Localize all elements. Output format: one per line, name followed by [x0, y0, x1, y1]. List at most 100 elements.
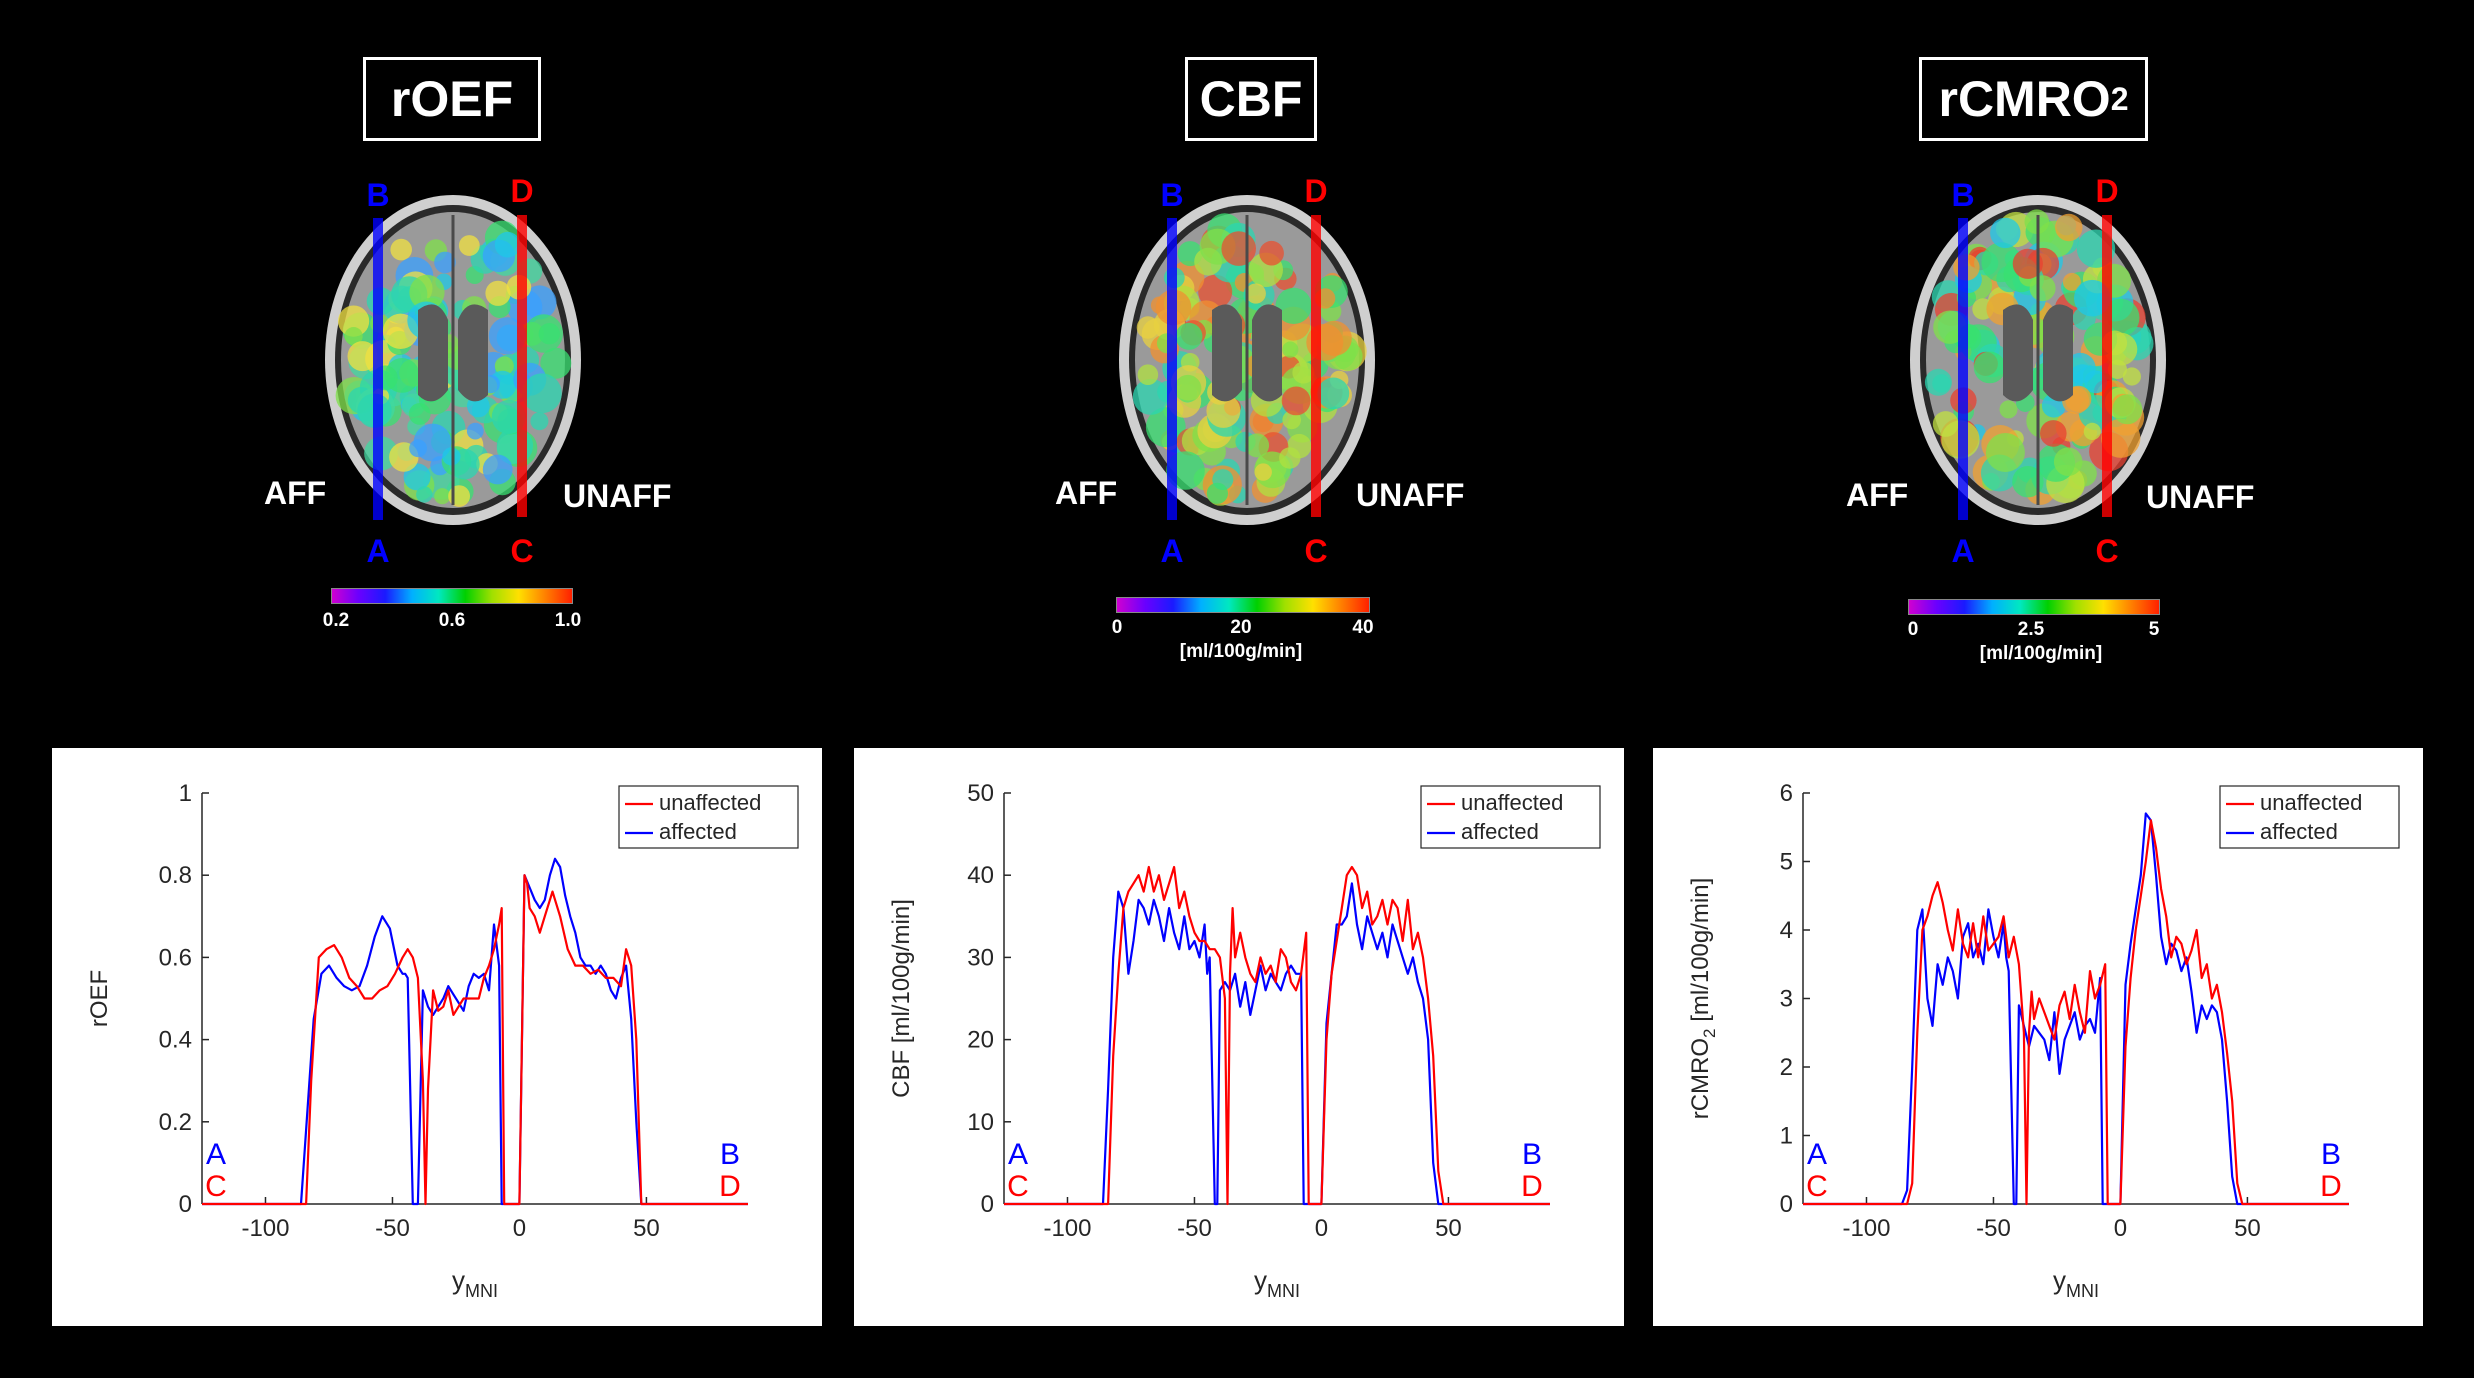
- x-tick-label: 0: [2114, 1215, 2127, 1242]
- y-tick-label: 1: [179, 780, 192, 807]
- y-tick-label: 0.2: [159, 1109, 192, 1136]
- line-label-a: A: [1160, 533, 1183, 569]
- perfusion-blob: [538, 323, 560, 345]
- brain-map-rcmro2: B A D C: [1910, 173, 2166, 569]
- perfusion-blob: [485, 280, 511, 306]
- perfusion-blob: [1282, 341, 1299, 358]
- perfusion-blob: [1254, 463, 1272, 481]
- perfusion-blob: [2122, 367, 2141, 386]
- ventricle-right: [458, 304, 488, 402]
- title-rcmro2: rCMRO 2: [1919, 57, 2148, 141]
- ventricle-left: [1212, 304, 1242, 402]
- plot-panel-cbf: 0 10 20 30 40 50 -100 -50 0 50 yMNI CBF [ml/100g/mi…: [854, 748, 1624, 1326]
- profile-line-unaffected: [1311, 215, 1321, 517]
- y-tick-label: 6: [1780, 780, 1793, 807]
- y-tick-label: 10: [967, 1109, 994, 1136]
- line-label-a: A: [1951, 533, 1974, 569]
- perfusion-blob: [1175, 322, 1203, 350]
- x-tick-label: -100: [1043, 1215, 1091, 1242]
- line-label-d: D: [510, 173, 533, 209]
- perfusion-blob: [1973, 351, 2006, 384]
- colorbar-roef: [331, 588, 573, 604]
- y-axis-label-main: CBF [ml/100g/min]: [888, 899, 915, 1098]
- ventricle-left: [2003, 304, 2033, 402]
- perfusion-blob: [409, 439, 427, 458]
- corner-label-a: A: [1008, 1138, 1028, 1171]
- y-tick-label: 0.6: [159, 944, 192, 971]
- perfusion-blob: [2012, 248, 2043, 279]
- perfusion-blob: [442, 447, 461, 466]
- perfusion-blob: [1292, 361, 1315, 384]
- perfusion-blob: [1137, 364, 1159, 385]
- perfusion-blob: [338, 305, 370, 337]
- legend-box: [1420, 785, 1601, 849]
- colorbar-tick: 2.5: [2017, 619, 2045, 640]
- title-subscript: 2: [2110, 80, 2129, 117]
- x-tick-label: 50: [1435, 1215, 1462, 1242]
- unaff-label: UNAFF: [563, 478, 672, 514]
- legend: unaffected affected: [1420, 785, 1601, 849]
- profile-line-affected: [1958, 218, 1968, 520]
- legend-item-affected: affected: [1461, 819, 1539, 844]
- line-label-d: D: [2095, 173, 2118, 209]
- brain-map-cbf: B A D C: [1119, 173, 1375, 569]
- colorbar-tick: 0: [1907, 619, 1919, 640]
- perfusion-blob: [1136, 316, 1160, 339]
- perfusion-blob: [494, 356, 514, 376]
- ventricle-left: [418, 304, 448, 402]
- colorbar-unit: [ml/100g/min]: [1979, 643, 2103, 664]
- x-tick-label: 50: [633, 1215, 660, 1242]
- y-tick-label: 0: [179, 1191, 192, 1218]
- perfusion-blob: [540, 347, 572, 379]
- perfusion-blob: [2053, 447, 2083, 477]
- perfusion-blob: [2012, 466, 2044, 498]
- brain-map-roef: B A D C: [325, 173, 581, 569]
- series-line-affected: [202, 857, 748, 1206]
- colorbar-tick: 40: [1352, 617, 1374, 638]
- x-tick-label: -50: [375, 1215, 410, 1242]
- perfusion-blob: [1245, 433, 1270, 458]
- corner-label-d: D: [719, 1170, 741, 1203]
- perfusion-blob: [2112, 394, 2143, 425]
- colorbar-cbf: [1116, 597, 1370, 613]
- line-label-a: A: [366, 533, 389, 569]
- plot-panel-rcmro2: 0 1 2 3 4 5 6 -100 -50 0 50 yMNI rCMRO2 [ml/100g/min…: [1653, 748, 2423, 1326]
- line-label-c: C: [2095, 533, 2118, 569]
- x-axis-label-sub: MNI: [1267, 1281, 1300, 1301]
- perfusion-blob: [466, 422, 484, 440]
- x-tick-label: -50: [1976, 1215, 2011, 1242]
- y-axis-label-suffix: [ml/100g/min]: [1687, 878, 1714, 1029]
- line-label-c: C: [1304, 533, 1327, 569]
- corner-label-c: C: [1007, 1170, 1029, 1203]
- title-cbf: CBF: [1185, 57, 1317, 141]
- title-text: CBF: [1199, 71, 1303, 127]
- profile-line-affected: [1167, 218, 1177, 520]
- y-tick-label: 0: [1780, 1191, 1793, 1218]
- perfusion-blob: [494, 231, 521, 258]
- y-tick-label: 1: [1780, 1123, 1793, 1150]
- y-axis-label-main: rCMRO: [1687, 1038, 1714, 1119]
- perfusion-blob: [482, 454, 513, 485]
- line-label-b: B: [1951, 177, 1974, 213]
- y-tick-label: 40: [967, 862, 994, 889]
- y-tick-label: 4: [1780, 917, 1793, 944]
- y-axis-label-main: rOEF: [86, 970, 113, 1027]
- brain-image: [1910, 195, 2166, 525]
- perfusion-blob: [416, 486, 433, 503]
- y-tick-label: 3: [1780, 986, 1793, 1013]
- series-line-unaffected: [1004, 865, 1550, 1206]
- perfusion-blob: [1279, 447, 1301, 469]
- colorbar-tick: 0.6: [438, 610, 466, 631]
- x-axis-label-sub: MNI: [2066, 1281, 2099, 1301]
- y-axis-label: rOEF: [86, 970, 113, 1027]
- profile-line-affected: [373, 218, 383, 520]
- perfusion-blob: [1990, 217, 2021, 249]
- x-tick-label: 50: [2234, 1215, 2261, 1242]
- x-axis-label: yMNI: [2053, 1265, 2099, 1301]
- x-tick-label: 0: [513, 1215, 526, 1242]
- perfusion-blob: [2040, 420, 2067, 447]
- aff-label: AFF: [264, 475, 327, 511]
- profile-line-unaffected: [2102, 215, 2112, 517]
